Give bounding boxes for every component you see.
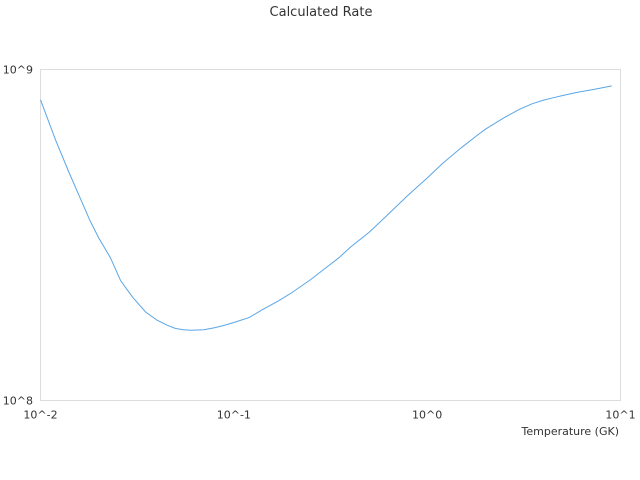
x-tick-label: 10^-2	[23, 409, 57, 422]
x-axis-ticks: 10^-2 10^-1 10^0 10^1	[23, 409, 635, 422]
series-line-0	[40, 85, 612, 331]
series-layer	[40, 85, 612, 331]
y-axis-ticks: 10^8 10^9	[3, 64, 33, 408]
y-tick-label: 10^8	[3, 395, 33, 408]
chart-title: Calculated Rate	[270, 5, 373, 20]
x-tick-label: 10^0	[412, 409, 442, 422]
x-axis-label: Temperature (GK)	[521, 425, 620, 438]
y-tick-label: 10^9	[3, 64, 33, 77]
x-tick-label: 10^-1	[217, 409, 251, 422]
x-tick-label: 10^1	[605, 409, 635, 422]
plot-area-frame	[40, 69, 621, 401]
